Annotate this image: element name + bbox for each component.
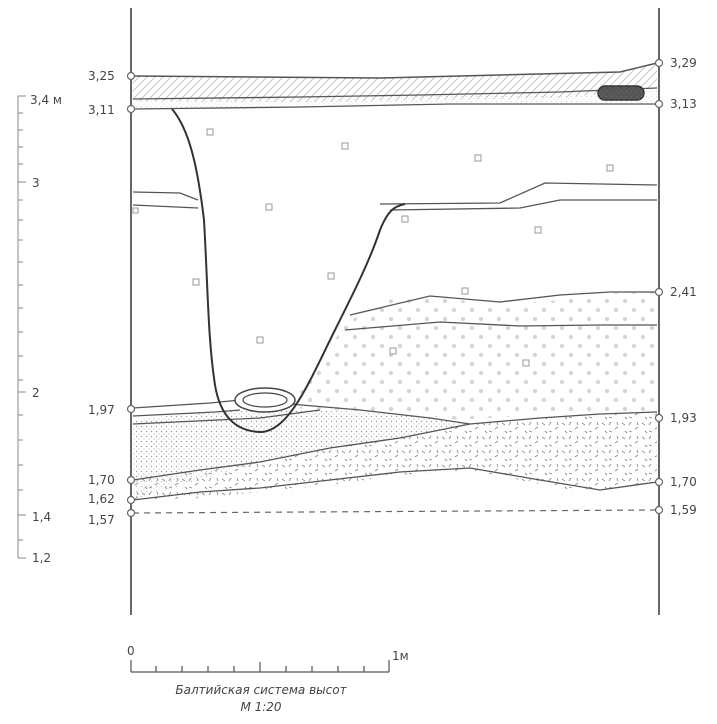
- height-scale-label: 3: [32, 176, 40, 190]
- water-level-line: [132, 509, 658, 514]
- height-scale-ruler: [17, 95, 26, 559]
- sand-layer: [133, 410, 470, 480]
- inclusion-markers: [132, 128, 614, 367]
- right-mark-label: 1,70: [670, 475, 697, 489]
- scale-caption: Балтийская система высот: [175, 683, 347, 697]
- right-mark-label: 1,59: [670, 503, 697, 517]
- height-scale-label: 1,4: [32, 510, 51, 524]
- right-mark-label: 2,41: [670, 285, 697, 299]
- scale-start-label: 0: [127, 644, 135, 658]
- pit-outline: [171, 108, 406, 434]
- left-mark-label: 1,57: [88, 513, 115, 527]
- right-mark-label: 3,29: [670, 56, 697, 70]
- left-mark-label: 3,25: [88, 69, 115, 83]
- right-mark-points: [654, 58, 664, 515]
- height-scale-label: 1,2: [32, 551, 51, 565]
- right-mark-label: 1,93: [670, 411, 697, 425]
- left-mark-label: 3,11: [88, 103, 115, 117]
- left-mark-points: [126, 71, 136, 518]
- vessel-find: [234, 387, 296, 413]
- height-scale-label: 2: [32, 386, 40, 400]
- left-mark-label: 1,97: [88, 403, 115, 417]
- height-scale-label: 3,4 м: [30, 93, 62, 107]
- scale-end-label: 1м: [392, 649, 409, 663]
- dotted-fill-layer: [290, 292, 657, 420]
- left-mark-label: 1,70: [88, 473, 115, 487]
- left-mark-label: 1,62: [88, 492, 115, 506]
- scale-ratio: М 1:20: [240, 700, 281, 714]
- right-mark-label: 3,13: [670, 97, 697, 111]
- horizontal-scale-bar: [130, 660, 390, 673]
